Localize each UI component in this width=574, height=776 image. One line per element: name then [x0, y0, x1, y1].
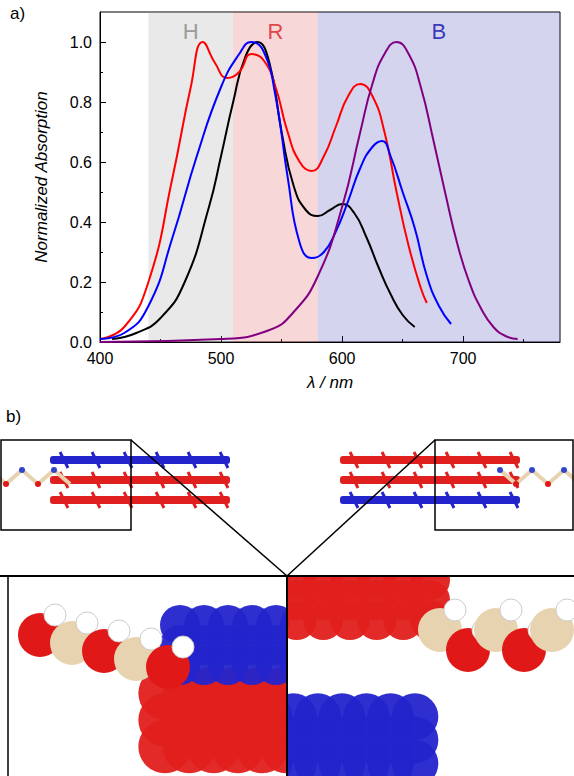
svg-text:400: 400	[87, 350, 114, 367]
svg-text:0.0: 0.0	[70, 334, 92, 351]
svg-text:0.2: 0.2	[70, 274, 92, 291]
svg-text:0.4: 0.4	[70, 214, 92, 231]
svg-text:600: 600	[329, 350, 356, 367]
svg-text:1.0: 1.0	[70, 34, 92, 51]
svg-text:H: H	[183, 19, 199, 44]
svg-text:B: B	[432, 19, 447, 44]
html-text:a): a)	[10, 4, 26, 23]
svg-text:λ / nm: λ / nm	[306, 373, 353, 392]
svg-text:0.8: 0.8	[70, 94, 92, 111]
svg-text:0.6: 0.6	[70, 154, 92, 171]
svg-text:700: 700	[450, 350, 477, 367]
svg-text:500: 500	[208, 350, 235, 367]
svg-text:R: R	[268, 19, 284, 44]
svg-text:b): b)	[6, 407, 21, 426]
svg-text:Normalized Absorption: Normalized Absorption	[32, 91, 51, 262]
